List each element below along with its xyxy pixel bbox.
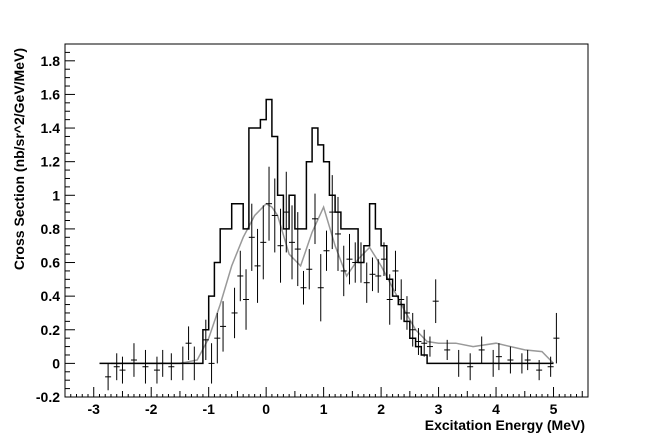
error-bar-point <box>168 353 175 381</box>
error-bar-point <box>392 250 399 292</box>
error-bar-point <box>306 249 313 290</box>
error-bar-point <box>363 262 370 303</box>
y-tick-label: 0.8 <box>41 221 61 237</box>
error-bar-point <box>220 301 227 352</box>
error-bar-point <box>130 343 137 377</box>
y-tick-label: 1.2 <box>41 154 61 170</box>
error-bar-point <box>202 319 209 361</box>
error-bar-point <box>421 329 428 357</box>
error-bar-point <box>478 336 485 364</box>
plot-content <box>99 98 560 391</box>
error-bar-point <box>277 208 284 283</box>
error-bar-point <box>334 196 341 271</box>
x-tick-label: -2 <box>145 401 158 417</box>
y-tick-label: 0 <box>52 355 60 371</box>
x-tick-label: 3 <box>435 401 443 417</box>
x-axis-title: Excitation Energy (MeV) <box>425 417 585 433</box>
error-bar-point <box>380 242 387 276</box>
x-tick-label: 4 <box>492 401 500 417</box>
x-tick-label: 5 <box>550 401 558 417</box>
error-bar-point <box>231 287 238 339</box>
error-bar-point <box>323 230 330 271</box>
error-bar-point <box>243 269 250 330</box>
error-bar-point <box>409 312 416 347</box>
error-bar-point <box>153 356 160 384</box>
error-bar-point <box>352 242 359 283</box>
y-tick-label: -0.2 <box>36 389 60 405</box>
error-bar-point <box>294 212 301 287</box>
error-bar-point <box>260 205 267 280</box>
error-bar-point <box>300 270 307 305</box>
error-bar-point <box>375 259 382 293</box>
y-tick-label: 1 <box>52 187 60 203</box>
error-bar-point <box>266 166 273 241</box>
error-bar-point <box>283 171 290 253</box>
x-tick-label: -3 <box>88 401 101 417</box>
error-bar-point <box>248 203 255 271</box>
histogram-line <box>99 98 554 365</box>
error-bar-point <box>340 245 347 297</box>
y-tick-label: 0.4 <box>41 288 61 304</box>
error-bar-point <box>467 353 474 381</box>
error-bar-point <box>185 326 192 361</box>
error-bar-point <box>329 175 336 250</box>
error-bar-point <box>426 336 433 357</box>
error-bar-point <box>214 312 221 364</box>
error-bar-point <box>142 349 149 384</box>
error-bar-point <box>495 343 502 371</box>
error-bar-point <box>444 339 451 361</box>
y-tick-label: 0.6 <box>41 255 61 271</box>
error-bar-point <box>346 233 353 285</box>
error-bar-point <box>208 343 215 384</box>
x-tick-label: 1 <box>320 401 328 417</box>
error-bar-point <box>105 363 112 391</box>
error-bar-point <box>507 346 514 374</box>
y-axis-ticks: -0.2 0 0.2 0.4 0.6 0.8 1 1.2 1.4 1.6 1.8 <box>36 43 75 405</box>
error-bar-point <box>432 279 439 324</box>
y-axis-title: Cross Section (nb/sr^2/GeV/MeV) <box>11 48 27 270</box>
y-tick-label: 1.4 <box>41 120 61 136</box>
error-bar-point <box>553 312 560 364</box>
fit-curve-line <box>111 202 555 365</box>
error-bar-point <box>237 250 244 302</box>
error-bar-point <box>386 274 393 325</box>
y-tick-label: 1.8 <box>41 53 61 69</box>
error-bar-point <box>369 257 376 292</box>
y-tick-label: 0.2 <box>41 322 61 338</box>
error-bar-point <box>317 254 324 322</box>
error-bar-point <box>119 356 126 384</box>
error-bar-point <box>312 193 319 245</box>
error-bar-point <box>403 296 410 330</box>
error-bar-point <box>271 178 278 253</box>
x-tick-label: 2 <box>377 401 385 417</box>
error-bar-point <box>289 205 296 280</box>
x-tick-label: 0 <box>262 401 270 417</box>
error-bar-point <box>398 279 405 320</box>
error-bar-point <box>254 228 261 303</box>
x-tick-label: -1 <box>202 401 215 417</box>
y-tick-label: 1.6 <box>41 86 61 102</box>
error-bar-point <box>524 349 531 371</box>
x-axis-ticks: -3 -2 -1 0 1 2 3 4 5 <box>64 387 583 417</box>
error-bar-point <box>547 356 554 377</box>
error-bar-point <box>113 353 120 381</box>
error-bar-point <box>415 328 422 355</box>
